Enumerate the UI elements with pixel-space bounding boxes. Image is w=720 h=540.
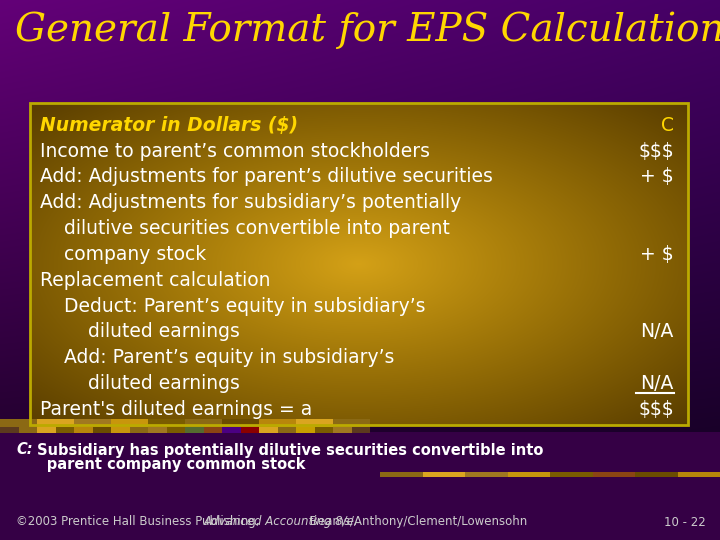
Text: N/A: N/A	[641, 322, 674, 341]
Bar	[0, 432, 720, 540]
Bar	[30, 103, 688, 425]
Bar	[333, 419, 370, 427]
Bar	[296, 425, 315, 433]
Bar	[550, 472, 593, 477]
Text: diluted earnings: diluted earnings	[40, 322, 240, 341]
Bar	[0, 425, 19, 433]
Text: Parent's diluted earnings = a: Parent's diluted earnings = a	[40, 400, 312, 419]
Text: + $: + $	[640, 245, 674, 264]
Text: $$$: $$$	[639, 400, 674, 419]
Text: General Format for EPS Calculations: General Format for EPS Calculations	[15, 11, 720, 49]
Text: $$$: $$$	[639, 141, 674, 160]
Text: Income to parent’s common stockholders: Income to parent’s common stockholders	[40, 141, 430, 160]
Bar	[148, 419, 185, 427]
Bar	[55, 425, 74, 433]
Bar	[635, 472, 678, 477]
Bar	[37, 425, 55, 433]
Text: Deduct: Parent’s equity in subsidiary’s: Deduct: Parent’s equity in subsidiary’s	[40, 296, 426, 315]
Bar	[423, 472, 465, 477]
Bar	[593, 472, 635, 477]
Text: Numerator in Dollars ($): Numerator in Dollars ($)	[40, 116, 298, 134]
Bar	[185, 419, 222, 427]
Bar	[74, 425, 92, 433]
Bar	[508, 472, 550, 477]
Text: 10 - 22: 10 - 22	[665, 516, 706, 529]
Bar	[19, 425, 37, 433]
Bar	[259, 419, 296, 427]
Text: Add: Parent’s equity in subsidiary’s: Add: Parent’s equity in subsidiary’s	[40, 348, 395, 367]
Bar	[166, 425, 185, 433]
Text: dilutive securities convertible into parent: dilutive securities convertible into par…	[40, 219, 450, 238]
Text: Add: Adjustments for subsidiary’s potentially: Add: Adjustments for subsidiary’s potent…	[40, 193, 462, 212]
Bar	[315, 425, 333, 433]
Text: parent company common stock: parent company common stock	[16, 457, 305, 472]
Bar	[74, 419, 111, 427]
Text: Add: Adjustments for parent’s dilutive securities: Add: Adjustments for parent’s dilutive s…	[40, 167, 493, 186]
Bar	[240, 425, 259, 433]
Bar	[333, 425, 351, 433]
Bar	[0, 419, 37, 427]
Text: C:: C:	[16, 442, 32, 457]
Bar	[111, 419, 148, 427]
Text: Beams/Anthony/Clement/Lowensohn: Beams/Anthony/Clement/Lowensohn	[306, 516, 527, 529]
Text: company stock: company stock	[40, 245, 206, 264]
Bar	[259, 425, 277, 433]
Bar	[277, 425, 296, 433]
Bar	[351, 425, 370, 433]
Bar	[222, 425, 240, 433]
Bar	[204, 425, 222, 433]
Bar	[111, 425, 130, 433]
Text: Advanced Accounting 8/e,: Advanced Accounting 8/e,	[204, 516, 359, 529]
Bar	[148, 425, 166, 433]
Bar	[678, 472, 720, 477]
Bar	[222, 419, 259, 427]
Text: Replacement calculation: Replacement calculation	[40, 271, 271, 289]
Text: N/A: N/A	[641, 374, 674, 393]
Bar	[130, 425, 148, 433]
Bar	[37, 419, 74, 427]
Bar	[465, 472, 508, 477]
Text: C: C	[661, 116, 674, 134]
Text: ©2003 Prentice Hall Business Publishing,: ©2003 Prentice Hall Business Publishing,	[16, 516, 259, 529]
Text: Subsidiary has potentially dilutive securities convertible into: Subsidiary has potentially dilutive secu…	[32, 442, 544, 457]
Text: + $: + $	[640, 167, 674, 186]
Bar	[380, 472, 423, 477]
Text: diluted earnings: diluted earnings	[40, 374, 240, 393]
Bar	[296, 419, 333, 427]
Bar	[92, 425, 111, 433]
Bar	[185, 425, 204, 433]
